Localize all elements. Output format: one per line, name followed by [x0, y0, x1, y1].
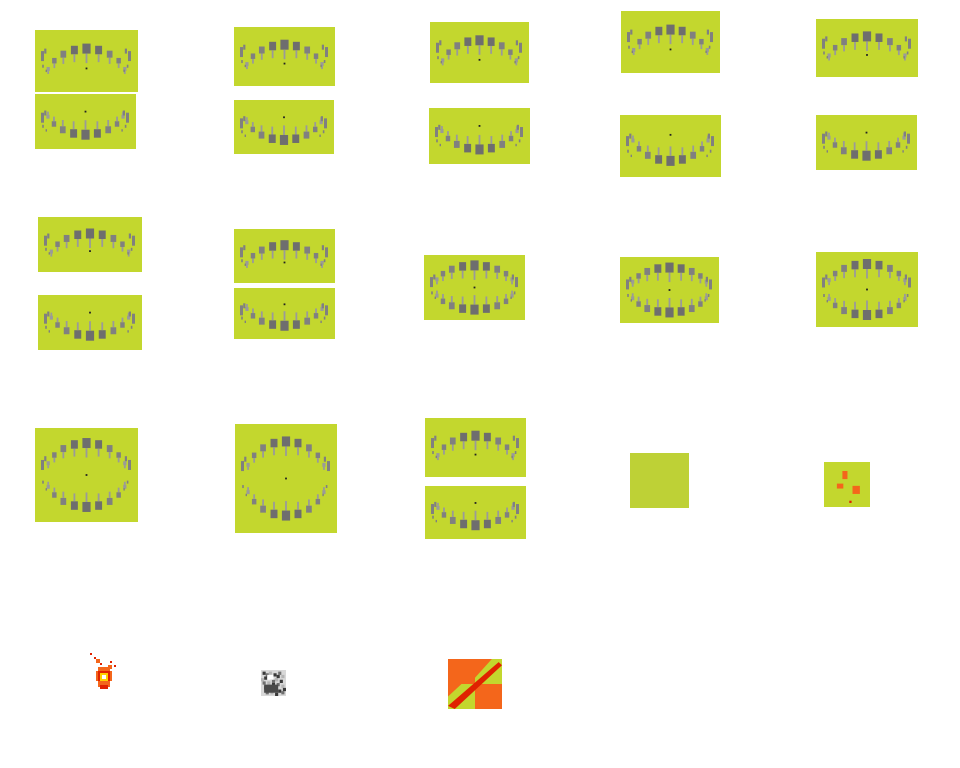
arena-view-top[interactable] — [816, 19, 918, 77]
fireball-sprite[interactable] — [88, 653, 120, 693]
field-with-markers-tile[interactable] — [824, 462, 870, 507]
arena-view-bottom[interactable] — [620, 115, 721, 177]
arena-view-top[interactable] — [430, 22, 529, 83]
arena-view-full[interactable] — [816, 252, 918, 327]
arena-view-full[interactable] — [424, 255, 525, 320]
arena-view-full[interactable] — [35, 428, 138, 522]
arena-view-full[interactable] — [235, 424, 337, 533]
arena-view-top[interactable] — [38, 217, 142, 272]
checker-tile-icon[interactable] — [448, 659, 502, 709]
arena-view-top[interactable] — [234, 229, 335, 283]
arena-view-top[interactable] — [621, 11, 720, 73]
arena-view-bottom[interactable] — [429, 108, 530, 164]
arena-view-top[interactable] — [35, 30, 138, 92]
arena-view-bottom[interactable] — [234, 288, 335, 339]
arena-view-bottom[interactable] — [816, 115, 917, 170]
arena-view-bottom[interactable] — [35, 94, 136, 149]
arena-view-top[interactable] — [425, 418, 526, 477]
empty-field-tile[interactable] — [630, 453, 689, 508]
arena-view-full[interactable] — [620, 257, 719, 323]
arena-view-bottom[interactable] — [234, 100, 334, 154]
arena-view-bottom[interactable] — [38, 295, 142, 350]
rock-texture-icon[interactable] — [261, 670, 286, 696]
arena-view-top[interactable] — [234, 27, 335, 86]
arena-view-bottom[interactable] — [425, 486, 526, 539]
